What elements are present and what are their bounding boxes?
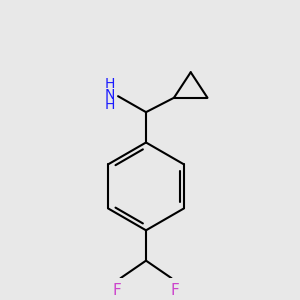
- Text: H: H: [105, 77, 115, 91]
- Text: N: N: [105, 88, 115, 102]
- Text: F: F: [113, 283, 122, 298]
- Text: H: H: [105, 98, 115, 112]
- Text: F: F: [170, 283, 179, 298]
